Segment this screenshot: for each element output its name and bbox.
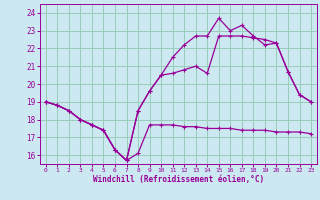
X-axis label: Windchill (Refroidissement éolien,°C): Windchill (Refroidissement éolien,°C) [93, 175, 264, 184]
